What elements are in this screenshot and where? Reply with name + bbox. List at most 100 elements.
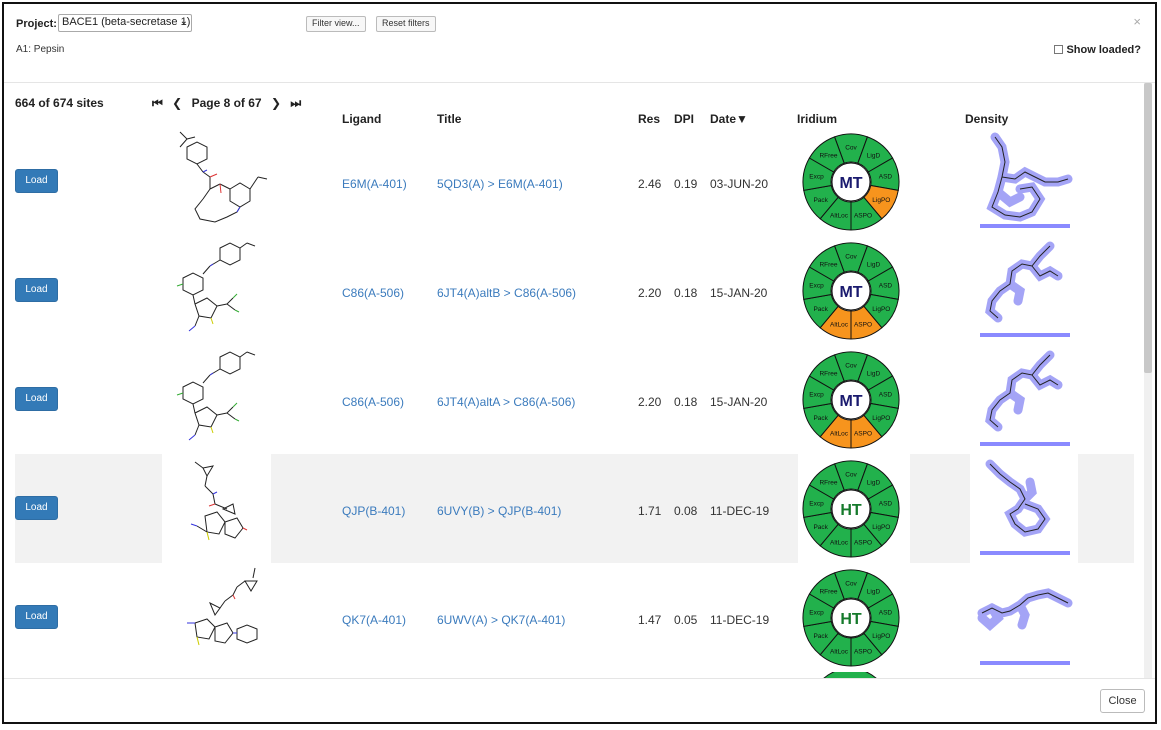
wheel-center — [831, 598, 871, 638]
wheel-segment-rfree[interactable] — [808, 463, 845, 500]
wheel-center — [831, 271, 871, 311]
ligand-link[interactable]: C86(A-506) — [342, 395, 405, 409]
column-header-res[interactable]: Res — [638, 112, 661, 126]
column-header-density[interactable]: Density — [965, 112, 1009, 126]
wheel-segment-label: ASD — [879, 391, 893, 398]
project-select[interactable]: BACE1 (beta-secretase 1) ⌄ — [58, 14, 192, 32]
date-value: 15-JAN-20 — [710, 286, 768, 300]
title-link[interactable]: 6UVY(B) > QJP(B-401) — [437, 504, 562, 518]
close-icon[interactable]: × — [1133, 14, 1141, 29]
wheel-segment-label: AltLoc — [830, 539, 849, 546]
title-link[interactable]: 5QD3(A) > E6M(A-401) — [437, 177, 563, 191]
table-row: Load QK7(A-401) 6UWV(A) > QK7(A-401) — [15, 563, 1134, 672]
title-link[interactable]: 6JT4(A)altA > C86(A-506) — [437, 395, 576, 409]
wheel-segment-label: Cov — [845, 254, 857, 261]
wheel-segment-label: AltLoc — [830, 212, 849, 219]
wheel-segment-label: Pack — [813, 306, 828, 313]
wheel-segment-label: RFree — [819, 371, 837, 378]
date-value: 11-DEC-19 — [710, 613, 770, 627]
iridium-wheel[interactable]: Cov LigD ASD LigPO ASPO AltLoc Pack Excp RFree HT — [800, 458, 902, 560]
load-button[interactable]: Load — [15, 605, 58, 629]
last-page-icon[interactable]: ⏭ — [290, 96, 302, 110]
title-link[interactable]: 6UWV(A) > QK7(A-401) — [437, 613, 566, 627]
dialog-footer: Close — [4, 678, 1155, 722]
load-button[interactable]: Load — [15, 278, 58, 302]
scrollbar[interactable] — [1144, 83, 1152, 678]
wheel-segment-label: AltLoc — [830, 430, 849, 437]
density-image — [980, 459, 1070, 555]
wheel-segment-label: Cov — [845, 363, 857, 370]
scrollbar-thumb[interactable] — [1144, 83, 1152, 373]
next-page-icon[interactable]: ❯ — [270, 96, 281, 110]
wheel-segment-label: ASPO — [854, 430, 872, 437]
res-value: 2.46 — [638, 177, 662, 191]
ligand-structure-image — [176, 351, 256, 441]
date-value: 11-DEC-19 — [710, 504, 770, 518]
wheel-segment-label: RFree — [819, 589, 837, 596]
wheel-segment-label: ASD — [879, 609, 893, 616]
res-value: 1.71 — [638, 504, 662, 518]
chevron-down-icon: ⌄ — [179, 16, 188, 27]
title-link[interactable]: 6JT4(A)altB > C86(A-506) — [437, 286, 577, 300]
res-value: 2.20 — [638, 395, 662, 409]
next-row-wheel-fragment — [823, 672, 877, 678]
dpi-value: 0.18 — [674, 286, 698, 300]
wheel-segment-label: Pack — [813, 197, 828, 204]
iridium-wheel[interactable]: Cov LigD ASD LigPO ASPO AltLoc Pack Excp RFree HT — [800, 567, 902, 669]
iridium-category: MT — [839, 284, 862, 301]
dialog-header: Project: BACE1 (beta-secretase 1) ⌄ Filt… — [16, 14, 1143, 74]
ligand-link[interactable]: QK7(A-401) — [342, 613, 407, 627]
wheel-segment-label: AltLoc — [830, 321, 849, 328]
wheel-segment-rfree[interactable] — [808, 136, 845, 173]
iridium-wheel[interactable]: Cov LigD ASD LigPO ASPO AltLoc Pack Excp RFree MT — [800, 240, 902, 342]
load-button[interactable]: Load — [15, 387, 58, 411]
project-select-value: BACE1 (beta-secretase 1) — [62, 16, 191, 28]
project-subtitle: A1: Pepsin — [16, 44, 65, 55]
show-loaded-checkbox[interactable] — [1054, 45, 1064, 54]
iridium-wheel[interactable]: Cov LigD ASD LigPO ASPO AltLoc Pack Excp RFree MT — [800, 131, 902, 233]
wheel-segment-label: Cov — [845, 145, 857, 152]
ligand-link[interactable]: C86(A-506) — [342, 286, 405, 300]
show-loaded-toggle[interactable]: Show loaded? — [1054, 44, 1141, 56]
wheel-center — [831, 489, 871, 529]
page-indicator: Page 8 of 67 — [191, 96, 262, 110]
dpi-value: 0.18 — [674, 395, 698, 409]
load-button[interactable]: Load — [15, 496, 58, 520]
reset-filters-button[interactable]: Reset filters — [376, 16, 436, 32]
wheel-segment-label: ASD — [879, 282, 893, 289]
project-label: Project: — [16, 18, 57, 30]
first-page-icon[interactable]: ⏮ — [152, 96, 163, 110]
wheel-segment-label: Excp — [809, 391, 824, 398]
wheel-segment-label: LigPO — [872, 524, 890, 531]
wheel-segment-label: LigPO — [872, 415, 890, 422]
wheel-segment-rfree[interactable] — [808, 245, 845, 282]
table-row: Load C86(A-506) 6JT4(A)altA > C86(A-506) — [15, 345, 1134, 454]
column-header-ligand[interactable]: Ligand — [342, 112, 382, 126]
density-cell-background — [970, 454, 1078, 563]
res-value: 1.47 — [638, 613, 662, 627]
table-row: Load E6M(A-401) 5QD3(A) > E6M(A-401) 2.4… — [15, 127, 1134, 236]
iridium-wheel[interactable]: Cov LigD ASD LigPO ASPO AltLoc Pack Excp RFree MT — [800, 349, 902, 451]
table-row: Load C86(A-506) 6JT4(A)altB > C86(A-506) — [15, 236, 1134, 345]
iridium-category: HT — [840, 502, 862, 519]
table-row: Load QJP(B-401) 6UVY(B) > QJP(B-401) — [15, 454, 1134, 563]
ligand-link[interactable]: QJP(B-401) — [342, 504, 406, 518]
wheel-segment-rfree[interactable] — [808, 572, 845, 609]
load-button[interactable]: Load — [15, 169, 58, 193]
column-header-dpi[interactable]: DPI — [674, 112, 695, 126]
filter-view-button[interactable]: Filter view... — [306, 16, 366, 32]
column-header-title[interactable]: Title — [437, 112, 462, 126]
wheel-segment-label: Excp — [809, 609, 824, 616]
wheel-segment-label: Pack — [813, 524, 828, 531]
prev-page-icon[interactable]: ❮ — [172, 96, 183, 110]
column-header-iridium[interactable]: Iridium — [797, 112, 838, 126]
wheel-segment-rfree[interactable] — [808, 354, 845, 391]
wheel-segment-label: ASPO — [854, 212, 872, 219]
res-value: 2.20 — [638, 286, 662, 300]
close-button[interactable]: Close — [1100, 689, 1145, 713]
wheel-segment-label: Pack — [813, 415, 828, 422]
column-header-date[interactable]: Date▼ — [710, 112, 748, 126]
ligand-link[interactable]: E6M(A-401) — [342, 177, 407, 191]
wheel-segment-label: LigD — [867, 262, 881, 269]
